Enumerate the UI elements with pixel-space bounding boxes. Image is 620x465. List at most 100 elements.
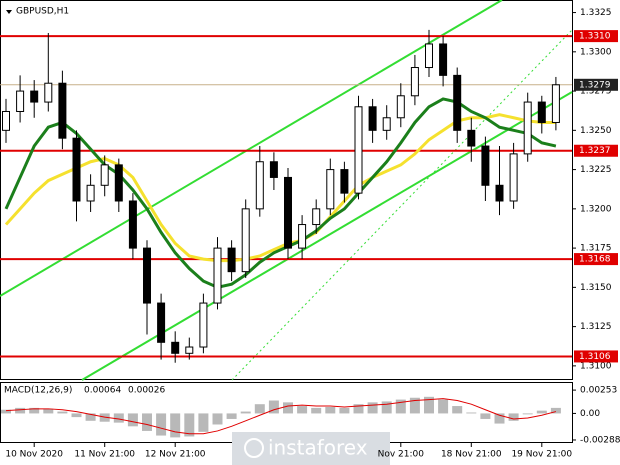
- candle-body: [16, 90, 25, 112]
- y-tick-label: 1.3300: [580, 47, 612, 57]
- histogram-bar: [1, 409, 11, 414]
- histogram-bar: [367, 402, 378, 414]
- histogram-bar: [381, 401, 392, 414]
- level-label: 1.3237: [579, 146, 611, 156]
- signal-line: [5, 398, 557, 435]
- histogram-bar: [57, 411, 68, 414]
- level-label: 1.3106: [579, 352, 611, 362]
- menu-arrow[interactable]: [6, 10, 12, 14]
- y-tick-label: 1.3100: [580, 361, 612, 371]
- candle-body: [86, 184, 95, 202]
- histogram-bar: [438, 399, 449, 414]
- candle-body: [537, 101, 546, 123]
- candle-body: [30, 90, 39, 103]
- histogram-bar: [85, 413, 96, 421]
- level-label-box: [574, 253, 618, 266]
- histogram-bar: [325, 406, 336, 414]
- histogram-bar: [156, 413, 167, 436]
- candle-body: [185, 346, 194, 354]
- candle-body: [326, 169, 335, 210]
- candle-body: [114, 164, 123, 202]
- candle-body: [44, 82, 53, 103]
- x-tick-label: 11 Nov 21:00: [74, 450, 135, 460]
- candle-body: [143, 247, 151, 304]
- histogram-bar: [480, 413, 491, 419]
- histogram-bar: [113, 413, 124, 423]
- candle-body: [72, 137, 81, 202]
- candle-body: [213, 247, 222, 304]
- candle-body: [58, 82, 67, 139]
- candle-body: [425, 43, 433, 69]
- candle-body: [467, 129, 476, 147]
- y-tick-label: 1.3250: [580, 126, 612, 136]
- candle-body: [227, 247, 236, 273]
- histogram-bar: [268, 400, 279, 414]
- histogram-bar: [184, 413, 195, 437]
- histogram-bar: [339, 407, 350, 414]
- histogram-bar: [550, 407, 561, 414]
- watermark: instaforex: [268, 436, 368, 460]
- y-tick-label: -0.00288: [580, 435, 620, 445]
- x-tick-label: 18 Nov 21:00: [441, 450, 502, 460]
- histogram-bar: [353, 404, 364, 414]
- histogram-bar: [409, 397, 420, 414]
- y-tick-label: 0.00253: [580, 386, 617, 396]
- histogram-bar: [29, 407, 40, 414]
- channel-upper: [0, 0, 503, 297]
- current-price-label: 1.3279: [579, 80, 611, 90]
- histogram-bar: [522, 413, 533, 415]
- candle-body: [171, 341, 180, 354]
- candle-body: [241, 208, 250, 273]
- candle-body: [128, 200, 137, 249]
- candle-body: [523, 101, 532, 155]
- candle-body: [100, 164, 109, 186]
- x-tick-label: 19 Nov 21:00: [511, 450, 572, 460]
- y-tick-label: 1.3200: [580, 204, 612, 214]
- histogram-bar: [254, 404, 265, 414]
- y-tick-label: 0.00: [580, 409, 600, 419]
- macd-readout: 0.00026: [128, 386, 165, 396]
- candle-body: [368, 106, 377, 131]
- macd-title: MACD(12,26,9): [4, 386, 72, 396]
- macd-readout: 0.00064: [84, 386, 121, 396]
- candle-body: [481, 145, 490, 186]
- candle-body: [340, 169, 349, 194]
- level-label-box: [574, 350, 618, 363]
- channel-mid: [231, 29, 573, 381]
- y-tick-label: 1.3175: [580, 244, 612, 254]
- histogram-bar: [127, 413, 138, 427]
- histogram-bar: [395, 399, 406, 414]
- histogram-bar: [198, 413, 209, 432]
- histogram-bar: [212, 413, 223, 425]
- histogram-bar: [311, 407, 322, 414]
- candle-body: [410, 67, 419, 97]
- candle-body: [453, 74, 462, 131]
- level-label-box: [574, 144, 618, 157]
- histogram-bar: [170, 413, 181, 438]
- candle-body: [495, 184, 504, 202]
- y-tick-label: 1.3325: [580, 8, 612, 18]
- histogram-bar: [452, 406, 463, 414]
- candle-body: [509, 153, 518, 202]
- symbol-title: GBPUSD,H1: [16, 7, 69, 17]
- histogram-bar: [424, 396, 434, 414]
- x-tick-label: 10 Nov 2020: [5, 450, 63, 460]
- candle-body: [382, 117, 391, 131]
- y-tick-label: 1.3275: [580, 87, 612, 97]
- x-tick-label: Nov 21:00: [378, 450, 425, 460]
- candle-body: [284, 176, 292, 249]
- candle-body: [396, 95, 405, 119]
- candle-body: [199, 302, 208, 348]
- y-tick-label: 1.3150: [580, 283, 612, 293]
- histogram-bar: [71, 413, 82, 418]
- histogram-bar: [466, 412, 477, 414]
- y-tick-label: 1.3225: [580, 165, 612, 175]
- histogram-bar: [508, 413, 519, 421]
- watermark-logo: [244, 438, 264, 458]
- histogram-bar: [297, 406, 308, 414]
- level-label-box: [574, 30, 618, 43]
- candle-body: [157, 302, 166, 343]
- candle-body: [2, 110, 10, 131]
- current-price-box: [574, 78, 618, 91]
